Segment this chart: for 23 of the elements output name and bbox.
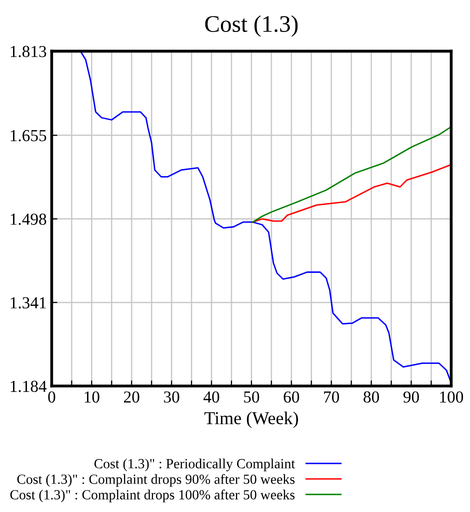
legend-label: Cost (1.3)" : Complaint drops 90% after 50 weeks — [17, 474, 295, 487]
x-tick-label: 50 — [244, 391, 260, 403]
x-tick-label: 40 — [203, 391, 220, 403]
x-tick-label: 70 — [324, 391, 340, 403]
legend-label: Cost (1.3)" : Periodically Complaint — [94, 458, 295, 472]
x-axis-title: Time (Week) — [204, 412, 298, 428]
y-tick-label: 1.341 — [10, 297, 46, 308]
x-tick-label: 60 — [284, 391, 300, 403]
x-tick-label: 30 — [164, 391, 180, 403]
line-series — [252, 126, 452, 223]
line-series — [252, 164, 452, 223]
legend-label: Cost (1.3)" : Complaint drops 100% after 50 weeks — [10, 490, 295, 502]
x-tick-label: 100 — [440, 391, 464, 403]
x-tick-label: 90 — [403, 391, 419, 403]
y-tick-label: 1.498 — [10, 214, 46, 225]
chart-title: Cost (1.3) — [205, 15, 298, 37]
y-tick-label: 1.813 — [10, 46, 46, 58]
x-tick-label: 80 — [364, 391, 379, 403]
x-tick-label: 0 — [48, 391, 56, 403]
x-tick-label: 10 — [84, 391, 100, 403]
x-tick-label: 20 — [124, 391, 140, 403]
y-tick-label: 1.655 — [10, 130, 46, 142]
y-tick-label: 1.184 — [10, 380, 47, 392]
